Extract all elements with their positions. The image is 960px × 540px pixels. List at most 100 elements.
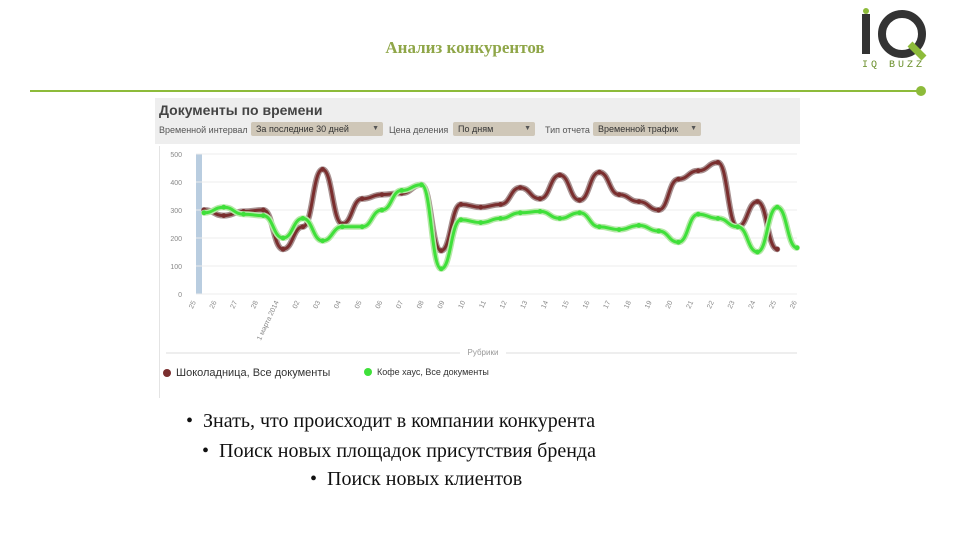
x-tick-label: 14: [540, 300, 550, 310]
chevron-down-icon: ▼: [524, 125, 531, 132]
report-type-dropdown-value: Временной трафик: [598, 124, 679, 134]
logo-text: IQ BUZZ: [862, 60, 926, 71]
data-point: [557, 172, 563, 178]
data-point: [221, 213, 227, 218]
bullet-item: • Знать, что происходит в компании конку…: [186, 410, 596, 432]
legend-item-coffee-house[interactable]: Кофе хаус, Все документы: [364, 367, 489, 377]
data-point: [359, 224, 365, 230]
series-line: [203, 183, 798, 271]
x-tick-label: 25: [768, 300, 778, 310]
data-point: [300, 216, 306, 221]
division-filter-label: Цена деления: [389, 125, 449, 135]
data-point: [656, 207, 662, 213]
bullet-text: Поиск новых клиентов: [327, 468, 523, 490]
title-divider: [30, 90, 920, 92]
data-point: [379, 192, 385, 197]
chevron-down-icon: ▼: [372, 125, 379, 132]
data-point: [755, 249, 760, 255]
legend-item-shokoladnitsa[interactable]: Шоколадница, Все документы: [163, 367, 330, 379]
data-point: [280, 235, 286, 241]
x-tick-label: 26: [209, 300, 219, 310]
division-dropdown-value: По дням: [458, 124, 494, 134]
data-point: [517, 210, 523, 216]
widget-header: Документы по времени Временной интервал …: [155, 98, 800, 144]
data-point: [715, 160, 721, 165]
x-tick-label: 23: [727, 300, 737, 310]
report-type-filter-label: Тип отчета: [545, 125, 590, 135]
legend-label: Кофе хаус, Все документы: [377, 367, 489, 377]
data-point: [577, 197, 582, 203]
chevron-down-icon: ▼: [690, 125, 697, 132]
slide-title: Анализ конкурентов: [385, 38, 545, 57]
interval-dropdown-value: За последние 30 дней: [256, 124, 349, 134]
division-dropdown[interactable]: По дням ▼: [453, 122, 535, 136]
data-point: [458, 202, 464, 207]
data-point: [438, 248, 444, 253]
x-tick-label: 07: [395, 300, 405, 310]
bullet-text: Знать, что происходит в компании конкуре…: [203, 410, 596, 432]
bullet-item: • Поиск новых клиентов: [310, 468, 523, 490]
legend-label: Шоколадница, Все документы: [176, 367, 331, 379]
data-point: [735, 224, 741, 230]
x-tick-label: 05: [354, 300, 364, 310]
widget-title: Документы по времени: [159, 102, 323, 118]
interval-filter-label: Временной интервал: [159, 125, 248, 135]
y-tick-label: 100: [170, 264, 182, 271]
x-tick-label: 26: [789, 300, 799, 310]
x-tick-label: 17: [603, 300, 613, 310]
data-point: [557, 216, 563, 221]
data-point: [498, 216, 503, 221]
data-point: [498, 202, 503, 207]
interval-dropdown[interactable]: За последние 30 дней ▼: [251, 122, 383, 136]
data-point: [596, 224, 602, 230]
data-point: [577, 210, 582, 216]
legend-marker: [163, 369, 171, 377]
x-tick-label: 20: [665, 300, 675, 310]
data-point: [320, 167, 325, 172]
x-tick-label: 06: [375, 300, 385, 310]
x-tick-label: 27: [230, 300, 240, 310]
data-point: [478, 220, 484, 225]
selection-band: [196, 154, 202, 294]
data-point: [399, 188, 405, 193]
report-type-dropdown[interactable]: Временной трафик ▼: [593, 122, 701, 136]
data-point: [517, 185, 523, 190]
data-point: [774, 246, 780, 252]
y-tick-label: 0: [178, 292, 182, 299]
data-point: [280, 246, 286, 252]
x-tick-label: 24: [748, 300, 758, 310]
iq-buzz-logo: [862, 8, 927, 61]
data-point: [774, 204, 780, 210]
x-tick-label: 21: [686, 300, 696, 310]
divider-dot: [916, 86, 926, 96]
data-point: [339, 224, 345, 230]
data-point: [221, 204, 227, 210]
x-tick-label: 13: [520, 300, 530, 310]
y-tick-label: 300: [170, 208, 182, 215]
x-tick-label: 18: [623, 300, 633, 310]
data-point: [300, 224, 306, 230]
data-point: [676, 176, 681, 182]
data-point: [537, 196, 543, 202]
chart-area: 0 100 200 300 400 500 25 26 27 28 1 марта 2014 02 03…: [159, 146, 801, 398]
x-tick-label: 12: [499, 300, 509, 310]
x-tick-label: 16: [582, 300, 592, 310]
bullet-item: • Поиск новых площадок присутствия бренд…: [202, 440, 596, 462]
data-point: [260, 207, 266, 213]
data-point: [794, 245, 800, 251]
data-point: [458, 217, 464, 223]
data-point: [695, 211, 701, 217]
data-point: [241, 211, 246, 217]
x-tick-label: 04: [333, 300, 343, 310]
data-point: [636, 199, 642, 204]
data-point: [379, 207, 385, 213]
x-tick-label: 1 марта 2014: [256, 300, 280, 342]
x-tick-label: 15: [561, 300, 571, 310]
rubric-label: Рубрики: [468, 348, 499, 357]
data-point: [359, 196, 365, 202]
data-point: [596, 169, 602, 175]
documents-over-time-widget: Документы по времени Временной интервал …: [155, 98, 800, 398]
y-tick-label: 200: [170, 236, 182, 243]
x-tick-label: 25: [188, 300, 198, 310]
data-point: [636, 223, 642, 228]
